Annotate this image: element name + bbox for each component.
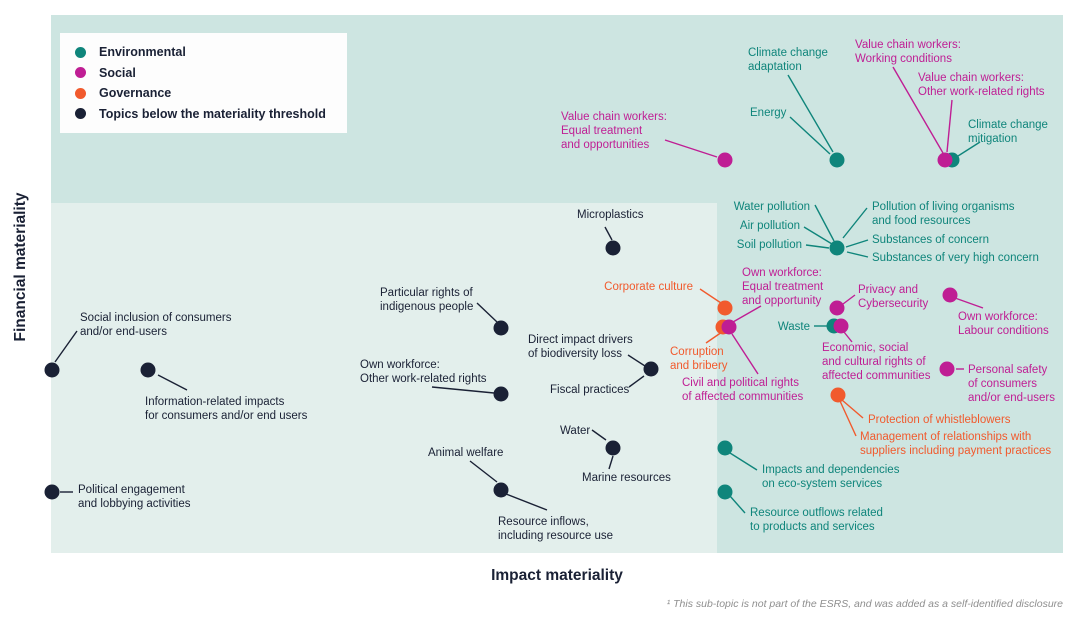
topic-label: Value chain workers: Other work-related …	[918, 72, 1045, 99]
topic-label: Climate change adaptation	[748, 47, 828, 74]
topic-label: Water pollution	[733, 201, 810, 213]
topic-label: Climate change mitigation	[968, 119, 1048, 146]
legend-label: Social	[99, 65, 136, 80]
topic-label: Water	[560, 425, 591, 437]
data-point	[717, 152, 733, 168]
topic-label: Soil pollution	[736, 239, 802, 251]
data-point	[939, 361, 955, 377]
topic-label: Animal welfare	[428, 447, 504, 459]
topic-label: Value chain workers: Equal treatment and…	[561, 111, 667, 152]
topic-label: Substances of very high concern	[872, 252, 1039, 264]
data-point	[942, 287, 958, 303]
data-point	[493, 320, 509, 336]
y-axis-label: Financial materiality	[12, 192, 29, 342]
data-point	[829, 300, 845, 316]
data-point	[140, 362, 156, 378]
footnote: ¹ This sub-topic is not part of the ESRS…	[666, 598, 1063, 610]
legend-label: Governance	[99, 86, 172, 101]
topic-label: Direct impact drivers of biodiversity lo…	[528, 334, 633, 361]
environmental-dot-icon	[75, 46, 86, 58]
data-point	[829, 240, 845, 256]
legend-item-social: Social	[75, 63, 337, 83]
topic-label: Corruption and bribery	[670, 346, 728, 373]
topic-label: Own workforce: Equal treatment and oppor…	[742, 267, 824, 308]
topic-label: Social inclusion of consumers and/or end…	[80, 312, 232, 339]
topic-label: Air pollution	[739, 220, 800, 232]
topic-label: Political engagement and lobbying activi…	[78, 484, 191, 511]
topic-label: Fiscal practices	[550, 384, 630, 396]
x-axis-label: Impact materiality	[491, 567, 623, 584]
data-point	[721, 319, 737, 335]
topic-label: Substances of concern	[872, 234, 989, 246]
data-point	[493, 482, 509, 498]
data-point	[830, 387, 846, 403]
data-point	[44, 362, 60, 378]
topic-label: Civil and political rights of affected c…	[682, 377, 804, 404]
data-point	[717, 300, 733, 316]
topic-label: Own workforce: Other work-related rights	[360, 359, 487, 386]
topic-label: Resource outflows related to products an…	[750, 507, 883, 534]
data-point	[833, 318, 849, 334]
social-dot-icon	[75, 67, 86, 79]
topic-label: Microplastics	[577, 209, 644, 221]
topic-label: Personal safety of consumers and/or end-…	[968, 364, 1055, 405]
topic-label: Economic, social and cultural rights of …	[822, 342, 931, 383]
legend-label: Topics below the materiality threshold	[99, 106, 326, 121]
data-point	[493, 386, 509, 402]
data-point	[829, 152, 845, 168]
topic-label: Particular rights of indigenous people	[380, 287, 474, 314]
topic-label: Corporate culture	[604, 281, 693, 293]
legend: Environmental Social Governance Topics b…	[60, 33, 347, 133]
topic-label: Management of relationships with supplie…	[860, 431, 1052, 458]
topic-label: Protection of whistleblowers	[868, 414, 1011, 426]
topic-label: Own workforce: Labour conditions	[958, 311, 1049, 338]
legend-item-environmental: Environmental	[75, 42, 337, 62]
governance-dot-icon	[75, 87, 86, 99]
topic-label: Waste	[777, 321, 810, 333]
topic-label: Marine resources	[582, 472, 671, 484]
data-point	[643, 361, 659, 377]
data-point	[717, 440, 733, 456]
below-threshold-dot-icon	[75, 108, 86, 120]
topic-label: Value chain workers: Working conditions	[855, 39, 961, 66]
legend-label: Environmental	[99, 45, 186, 59]
legend-item-governance: Governance	[75, 83, 337, 103]
data-point	[44, 484, 60, 500]
data-point	[605, 440, 621, 456]
data-point	[605, 240, 621, 256]
topic-label: Information-related impacts for consumer…	[145, 396, 308, 423]
data-point	[717, 484, 733, 500]
topic-label: Resource inflows, including resource use	[498, 516, 614, 543]
topic-label: Pollution of living organisms and food r…	[872, 201, 1015, 228]
legend-item-below-threshold: Topics below the materiality threshold	[75, 104, 337, 124]
topic-label: Privacy and Cybersecurity	[858, 284, 929, 311]
data-point	[937, 152, 953, 168]
topic-label: Impacts and dependencies on eco-system s…	[762, 464, 900, 491]
topic-label: Energy	[750, 107, 787, 119]
